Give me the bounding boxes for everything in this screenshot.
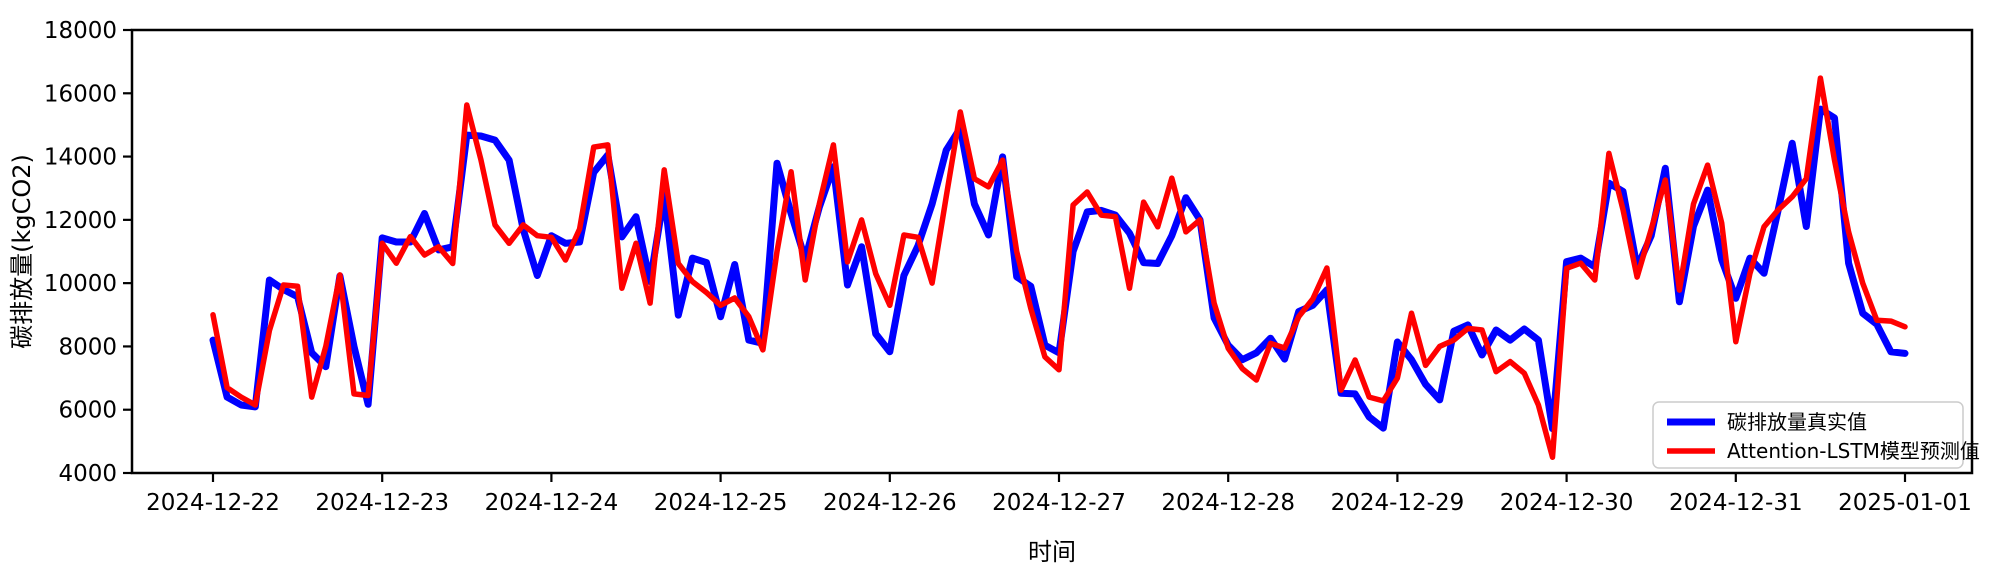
- x-tick-label: 2024-12-23: [315, 490, 449, 516]
- y-tick-label: 6000: [58, 398, 117, 424]
- y-tick-label: 12000: [44, 208, 117, 234]
- y-tick-label: 14000: [44, 145, 117, 171]
- x-tick-label: 2025-01-01: [1838, 490, 1972, 516]
- y-tick-label: 8000: [58, 334, 117, 360]
- x-axis-title: 时间: [1028, 538, 1076, 566]
- y-tick-label: 16000: [44, 81, 117, 107]
- legend-box: [1652, 401, 1964, 469]
- x-tick-label: 2024-12-30: [1500, 490, 1634, 516]
- legend-label-predicted: Attention-LSTM模型预测值: [1727, 439, 1980, 463]
- y-axis-title: 碳排放量(kgCO2): [8, 154, 36, 349]
- x-tick-label: 2024-12-27: [992, 490, 1126, 516]
- x-tick-label: 2024-12-22: [146, 490, 280, 516]
- y-tick-label: 4000: [58, 461, 117, 487]
- legend-label-actual: 碳排放量真实值: [1727, 410, 1867, 434]
- x-tick-label: 2024-12-26: [823, 490, 957, 516]
- y-tick-label: 18000: [44, 18, 117, 44]
- x-tick-label: 2024-12-24: [485, 490, 619, 516]
- x-tick-label: 2024-12-31: [1669, 490, 1803, 516]
- x-tick-label: 2024-12-25: [654, 490, 788, 516]
- y-tick-label: 10000: [44, 271, 117, 297]
- series-line-predicted: [210, 75, 1908, 460]
- x-tick-label: 2024-12-29: [1331, 490, 1465, 516]
- x-tick-label: 2024-12-28: [1161, 490, 1295, 516]
